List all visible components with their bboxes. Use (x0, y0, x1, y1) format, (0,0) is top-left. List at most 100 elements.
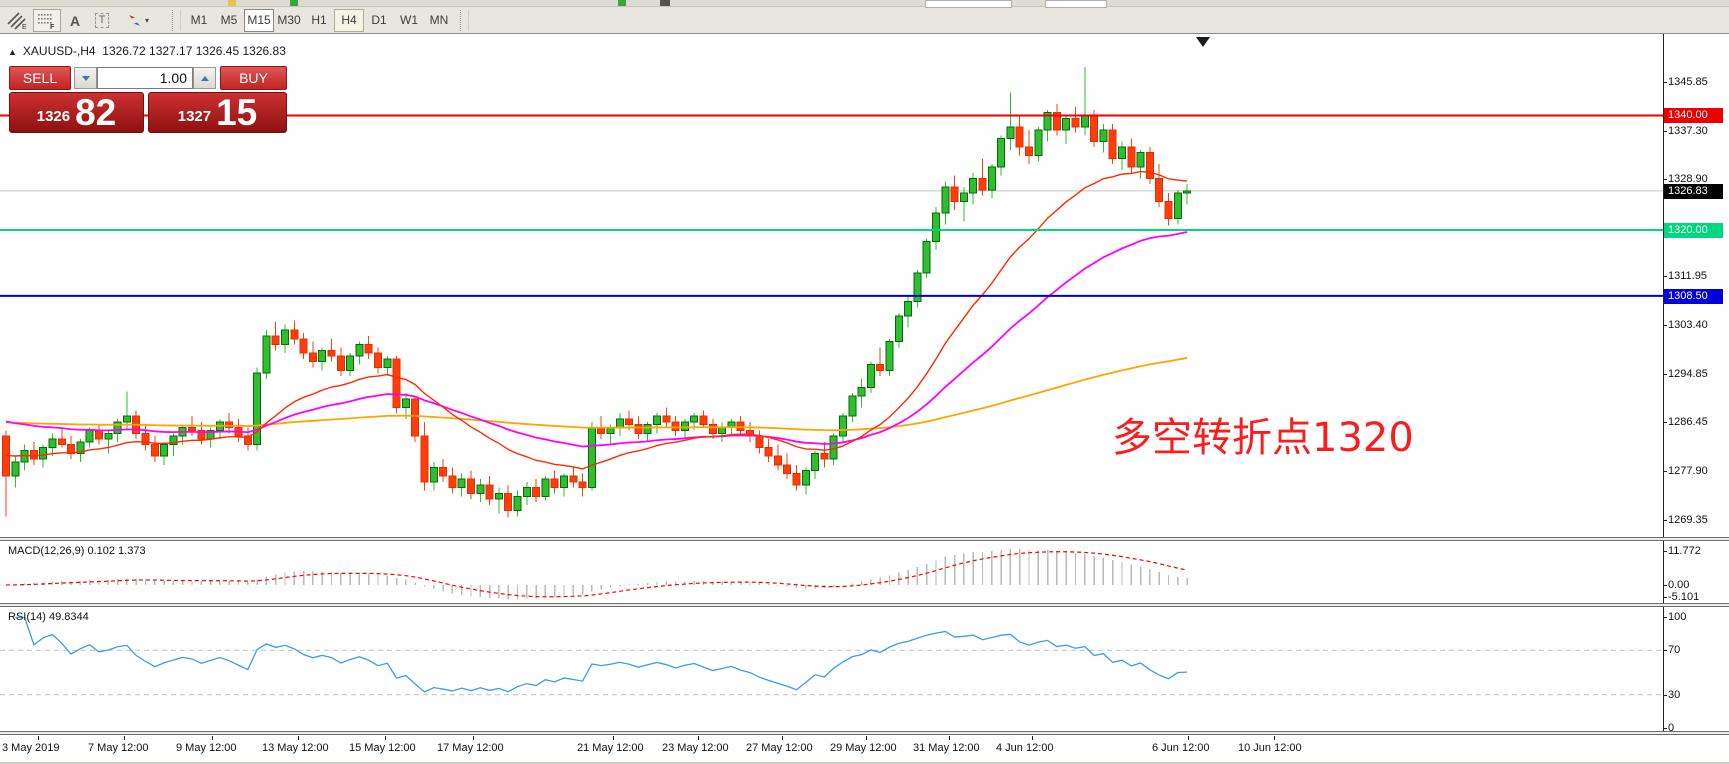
price-tick-label: 1269.35 (1668, 514, 1708, 526)
scale-tick-mark (1663, 179, 1667, 180)
scale-tick-mark (1663, 585, 1667, 586)
chart-annotation-text: 多空转折点1320 (1112, 415, 1414, 461)
macd-scale-label: 0.00 (1668, 579, 1690, 591)
time-axis-label: 31 May 12:00 (913, 742, 980, 754)
macd-signal-line (5, 551, 1188, 598)
time-tick-mark (212, 736, 213, 740)
rsi-scale-label: 70 (1668, 644, 1681, 656)
time-tick-mark (782, 736, 783, 740)
macd-scale-label: -5.101 (1668, 591, 1700, 603)
time-axis-label: 10 Jun 12:00 (1238, 742, 1302, 754)
rsi-axis-splitter[interactable] (0, 731, 1729, 735)
time-axis-label: 27 May 12:00 (746, 742, 813, 754)
price-tick-label: 1345.85 (1668, 76, 1708, 88)
time-tick-mark (385, 736, 386, 740)
candles (2, 66, 1192, 518)
time-axis-label: 7 May 12:00 (88, 742, 149, 754)
scale-tick-mark (1663, 617, 1667, 618)
time-tick-mark (1274, 736, 1275, 740)
volume-increase-button[interactable] (193, 67, 216, 89)
quote-header: ▲ XAUUSD-,H4 1326.72 1327.17 1326.45 1326… (8, 44, 286, 58)
macd-histogram (14, 548, 1188, 600)
scale-tick-mark (1663, 520, 1667, 521)
arrows-tool-icon[interactable]: ▾ (116, 9, 160, 32)
price-tick-label: 1277.90 (1668, 465, 1708, 477)
time-tick-mark (124, 736, 125, 740)
buy-price-pips: 15 (216, 91, 258, 133)
volume-input[interactable] (97, 67, 193, 89)
price-tick-label: 1337.30 (1668, 125, 1708, 137)
time-tick-mark (866, 736, 867, 740)
toolbar-separator (172, 10, 181, 31)
toolbar: E F A T ▾ M1 M5 M15 M30 H1 H4 D1 W1 MN (0, 0, 1729, 34)
down-arrow-icon (81, 75, 90, 81)
sell-price-pips: 82 (75, 91, 117, 133)
toolbar-fragment-icon (290, 0, 298, 6)
symbol-period: XAUUSD-,H4 (22, 44, 96, 58)
svg-text:F: F (50, 24, 55, 30)
timeframe-button-d1[interactable]: D1 (371, 13, 387, 27)
time-tick-mark (1188, 736, 1189, 740)
rsi-scale-label: 0 (1668, 722, 1675, 734)
time-tick-mark (473, 736, 474, 740)
level-price-badge[interactable]: 1320.00 (1664, 223, 1723, 238)
rsi-scale-label: 100 (1668, 611, 1687, 623)
toolbar-fragment-input (1045, 0, 1107, 8)
timeframe-button-m1[interactable]: M1 (190, 13, 208, 27)
quote-high: 1327.17 (149, 44, 193, 58)
buy-price-display[interactable]: 1327 15 (148, 92, 287, 133)
quote-close: 1326.83 (242, 44, 286, 58)
volume-decrease-button[interactable] (74, 67, 97, 89)
timeframe-button-w1[interactable]: W1 (400, 13, 418, 27)
time-tick-mark (949, 736, 950, 740)
timeframe-button-m5[interactable]: M5 (220, 13, 238, 27)
scale-tick-mark (1663, 82, 1667, 83)
equidistant-channel-icon[interactable]: E (2, 9, 32, 32)
time-axis-label: 29 May 12:00 (830, 742, 897, 754)
scale-tick-mark (1663, 650, 1667, 651)
toolbar-partial-row (0, 0, 1729, 8)
scale-tick-mark (1663, 276, 1667, 277)
collapse-arrow-icon[interactable]: ▲ (8, 47, 17, 57)
time-axis-label: 9 May 12:00 (176, 742, 237, 754)
timeframe-button-mn[interactable]: MN (429, 13, 449, 27)
time-tick-mark (1032, 736, 1033, 740)
ma-mid-line (5, 231, 1188, 448)
macd-rsi-splitter[interactable] (0, 603, 1729, 607)
sell-price-handle: 1326 (36, 108, 71, 125)
toolbar-separator (460, 10, 469, 31)
timeframe-button-h1[interactable]: H1 (311, 13, 327, 27)
time-tick-mark (38, 736, 39, 740)
main-macd-splitter[interactable] (0, 537, 1729, 541)
time-axis: 3 May 2019 7 May 12:00 9 May 12:00 13 May 1… (0, 736, 1729, 764)
svg-text:E: E (22, 24, 27, 30)
rsi-scale-label: 30 (1668, 689, 1681, 701)
chart-shift-marker[interactable] (1196, 37, 1210, 47)
price-tick-label: 1303.40 (1668, 319, 1708, 331)
current-price-badge: 1326.83 (1664, 184, 1723, 199)
fibonacci-icon[interactable]: F (33, 9, 61, 32)
sell-price-display[interactable]: 1326 82 (9, 92, 144, 133)
level-price-badge[interactable]: 1308.50 (1664, 289, 1723, 304)
text-tool-icon[interactable]: A (69, 12, 81, 29)
price-tick-label: 1286.45 (1668, 416, 1708, 428)
timeframe-button-m30[interactable]: M30 (277, 13, 301, 27)
time-axis-label: 23 May 12:00 (662, 742, 729, 754)
buy-price-handle: 1327 (177, 108, 212, 125)
time-axis-label: 6 Jun 12:00 (1152, 742, 1210, 754)
macd-label: MACD(12,26,9) 0.102 1.373 (8, 545, 146, 557)
sell-button[interactable]: SELL (9, 66, 71, 90)
time-axis-label: 21 May 12:00 (577, 742, 644, 754)
price-scale-border (1663, 34, 1664, 732)
timeframe-button-h4[interactable]: H4 (334, 9, 364, 32)
buy-button[interactable]: BUY (220, 66, 287, 90)
scale-tick-mark (1663, 374, 1667, 375)
price-tick-label: 1294.85 (1668, 368, 1708, 380)
time-tick-mark (613, 736, 614, 740)
price-tick-label: 1311.95 (1668, 270, 1707, 282)
scale-tick-mark (1663, 695, 1667, 696)
text-label-icon[interactable]: T (89, 9, 115, 32)
macd-scale-label: 11.772 (1668, 545, 1701, 557)
timeframe-button-m15[interactable]: M15 (244, 9, 274, 32)
level-price-badge[interactable]: 1340.00 (1664, 108, 1723, 123)
